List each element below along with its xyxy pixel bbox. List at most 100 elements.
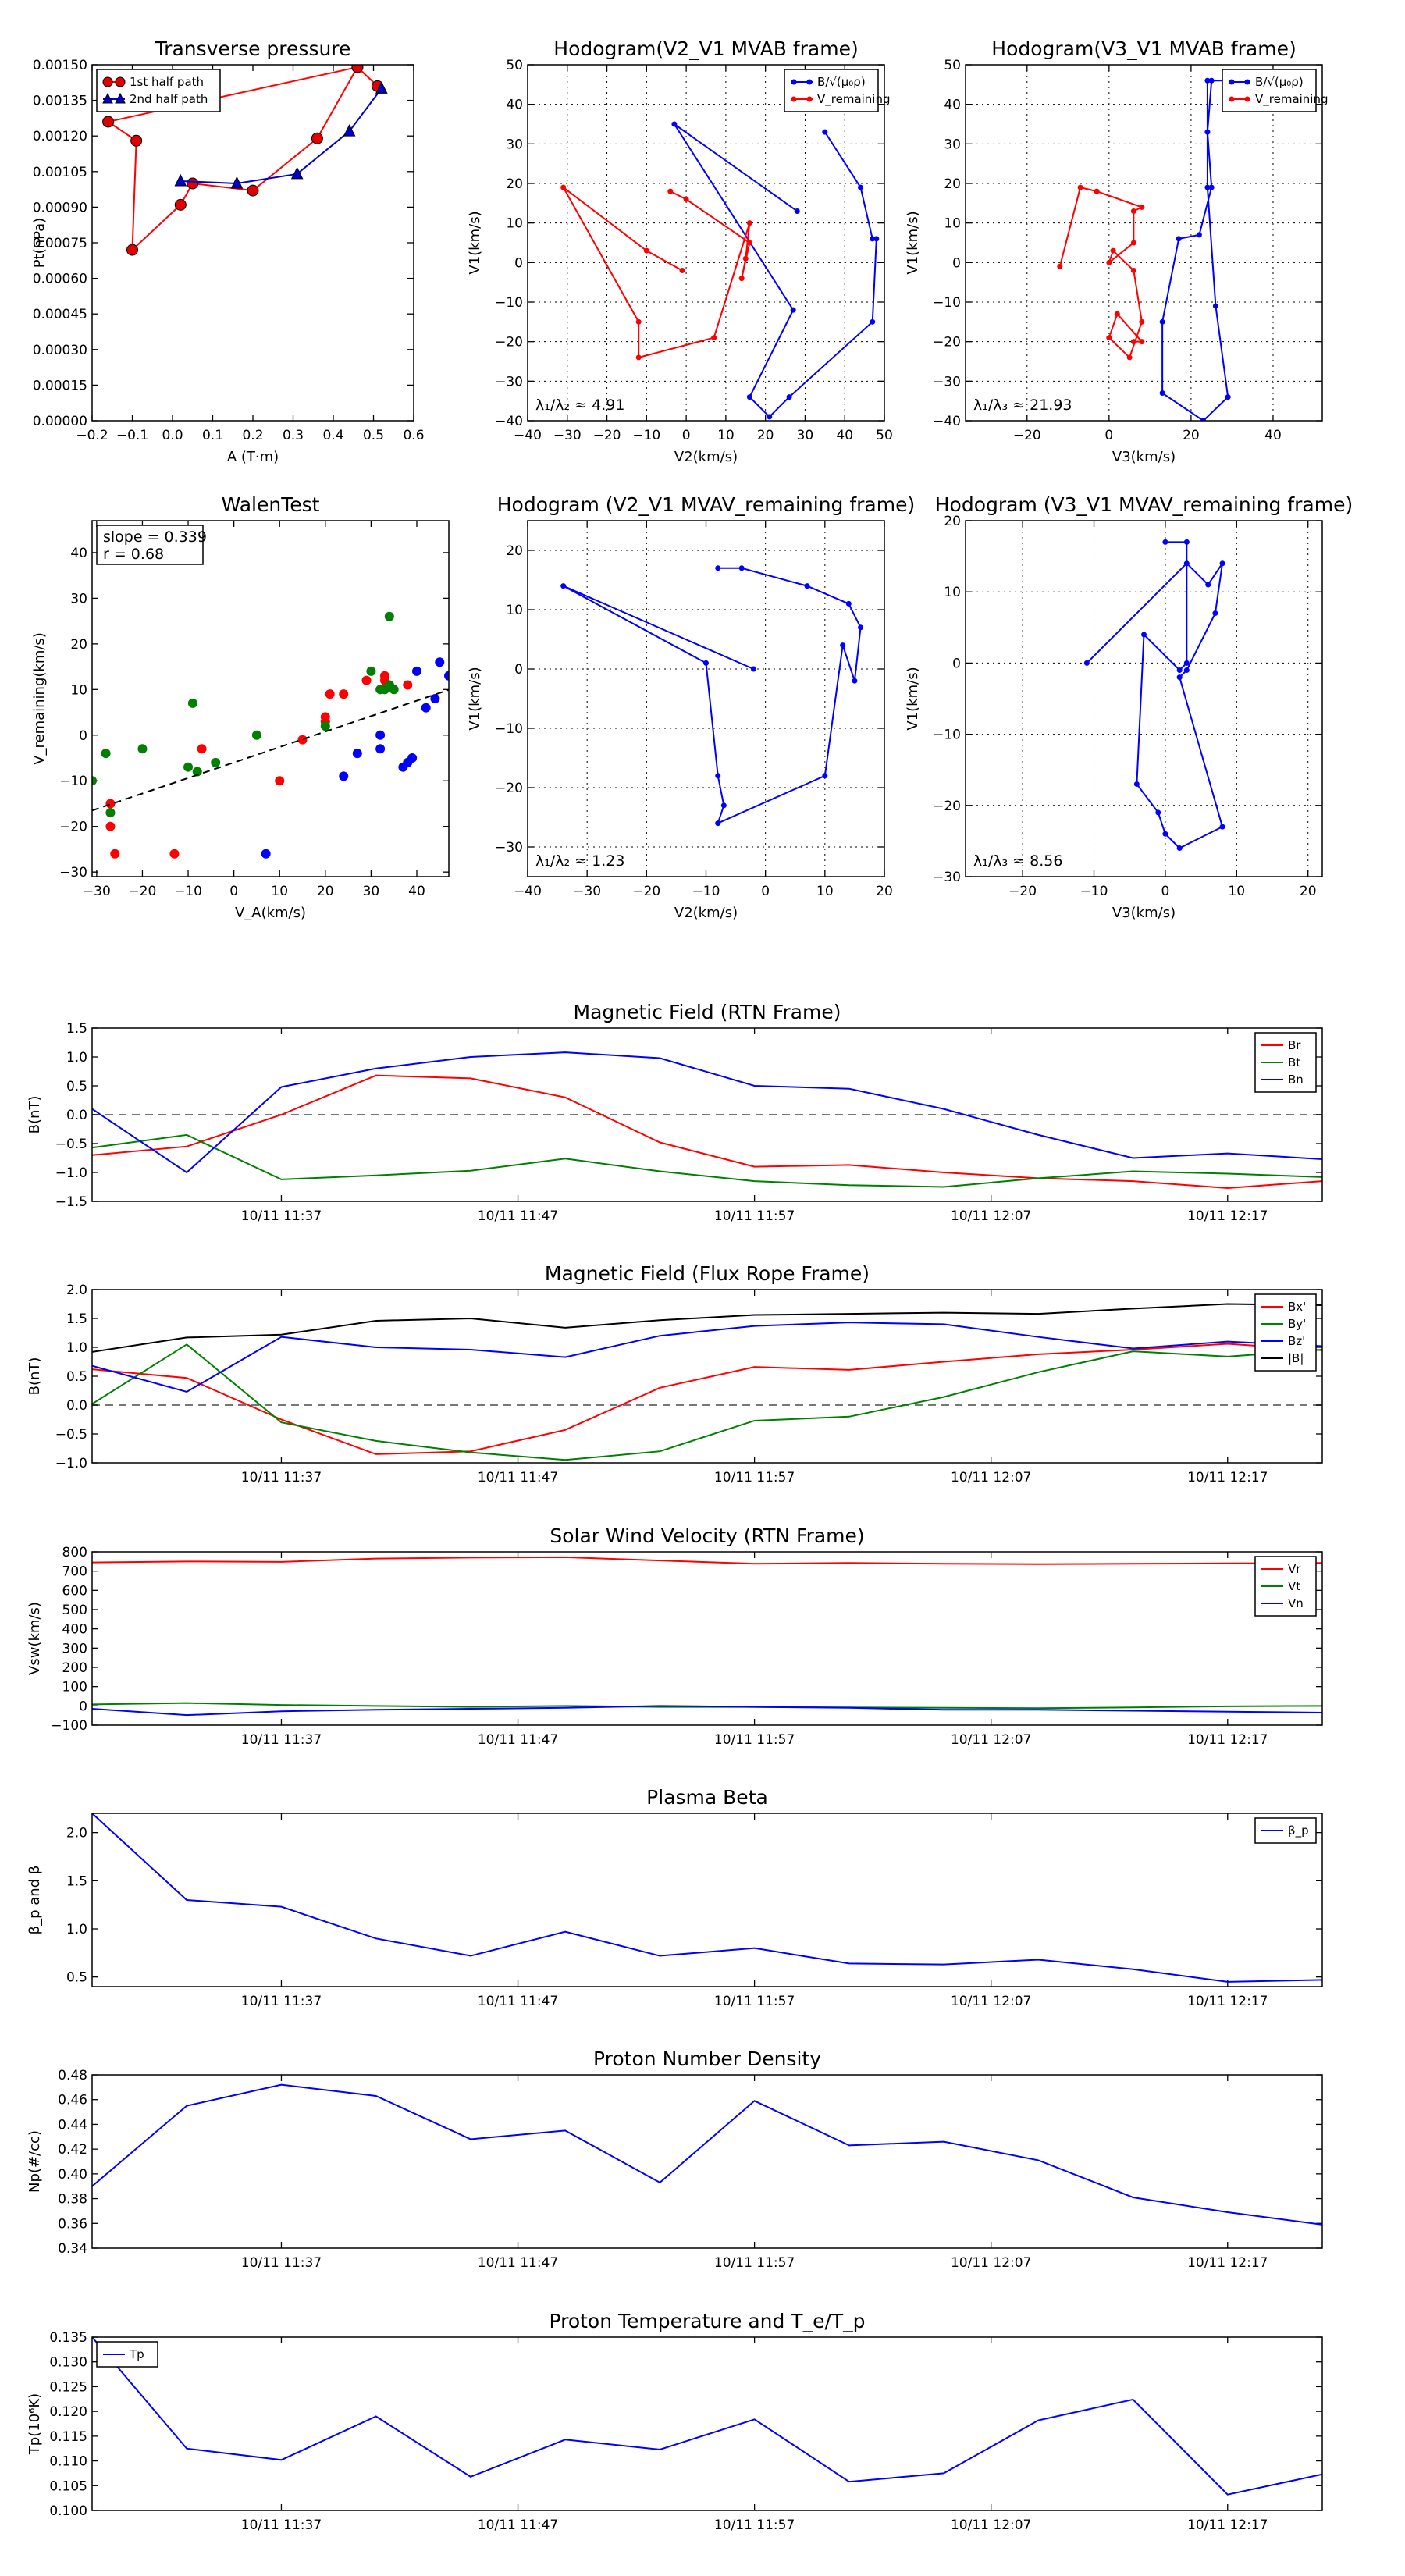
x-tick-label: 10/11 12:17 <box>1187 1732 1268 1748</box>
fit-stats-text: r = 0.68 <box>103 546 164 563</box>
eigenvalue-ratio: λ₁/λ₂ ≈ 4.91 <box>535 397 624 414</box>
y-tick-label: 0.00015 <box>33 378 87 393</box>
data-point <box>794 208 800 214</box>
data-point <box>1106 335 1112 341</box>
y-tick-label: 0.34 <box>58 2241 87 2257</box>
scatter-point <box>403 680 413 690</box>
y-tick-label: 400 <box>62 1622 87 1638</box>
legend-label: Vn <box>1288 1596 1304 1610</box>
legend-label: V_remaining <box>817 92 891 107</box>
legend-label: |B| <box>1288 1351 1304 1365</box>
y-tick-label: 0.135 <box>49 2330 87 2346</box>
y-tick-label: 800 <box>62 1545 87 1560</box>
x-axis-label: V2(km/s) <box>674 449 738 465</box>
x-axis-label: A (T·m) <box>227 449 279 465</box>
series-line-0 <box>92 2337 1322 2496</box>
scatter-point <box>192 767 202 777</box>
data-point <box>1083 660 1090 666</box>
chart-title: Plasma Beta <box>646 1786 768 1809</box>
y-tick-label: −10 <box>495 295 523 311</box>
y-tick-label: −30 <box>59 865 87 881</box>
chart-hv2: Hodogram(V2_V1 MVAB frame) −40 −30 −20 −10 0 1… <box>467 37 893 465</box>
y-tick-label: −30 <box>933 870 961 885</box>
x-tick-label: 10 <box>1228 884 1245 899</box>
y-tick-label: 300 <box>62 1641 87 1656</box>
axes-frame <box>91 520 450 877</box>
axes-frame <box>91 2074 1323 2249</box>
x-tick-label: 10/11 11:47 <box>478 2517 558 2533</box>
axes-frame <box>91 2336 1323 2511</box>
x-tick-label: 10/11 11:37 <box>241 1994 322 2009</box>
data-point <box>746 220 752 226</box>
series-line-0 <box>563 567 862 825</box>
y-tick-label: 1.5 <box>66 1311 87 1327</box>
series-line-0 <box>674 123 877 418</box>
y-tick-label: −0.5 <box>55 1137 87 1152</box>
x-tick-label: 20 <box>876 884 893 899</box>
x-tick-label: 0 <box>229 884 238 899</box>
x-tick-label: 0 <box>761 884 770 899</box>
scatter-point <box>435 657 445 667</box>
y-tick-label: −100 <box>51 1718 87 1734</box>
y-tick-label: 0.0 <box>66 1398 87 1414</box>
x-tick-label: −10 <box>632 428 660 443</box>
x-tick-label: 10/11 11:57 <box>714 1208 795 1224</box>
axes-frame <box>91 1813 1323 1987</box>
x-tick-label: 10/11 12:07 <box>951 1994 1031 2009</box>
chart-walen: WalenTest −30 −20 −10 0 10 20 30 40 −30 −20 −10 0 10 2… <box>31 493 450 921</box>
data-point <box>1204 77 1211 84</box>
x-tick-label: −20 <box>593 428 621 443</box>
data-point <box>804 583 810 589</box>
x-tick-label: 0.0 <box>162 428 183 443</box>
x-tick-label: 10 <box>271 884 288 899</box>
axes-frame <box>91 64 414 422</box>
y-tick-label: 0.00060 <box>33 272 87 287</box>
x-tick-label: 10/11 12:17 <box>1187 1994 1268 2009</box>
chart-mfrtn: Magnetic Field (RTN Frame) 10/11 11:37 10/… <box>27 1001 1323 1224</box>
y-tick-label: 0.00075 <box>33 236 87 251</box>
y-tick-label: 0.105 <box>49 2478 87 2494</box>
data-point <box>1219 824 1225 830</box>
scatter-point <box>101 749 111 759</box>
y-tick-label: 50 <box>944 58 961 73</box>
data-point <box>635 354 642 361</box>
data-point <box>1162 831 1168 837</box>
x-tick-label: 10/11 11:57 <box>714 1732 795 1748</box>
x-tick-label: −30 <box>553 428 582 443</box>
data-point <box>703 660 709 666</box>
series-line-0 <box>106 66 379 252</box>
y-tick-label: 200 <box>62 1660 87 1676</box>
data-point <box>1130 339 1136 345</box>
y-tick-label: 50 <box>506 58 523 73</box>
x-tick-label: 10/11 12:17 <box>1187 1470 1268 1485</box>
chart-title: Proton Temperature and T_e/T_p <box>549 2310 865 2332</box>
series-line-0 <box>92 1074 1322 1189</box>
data-point <box>1141 632 1147 638</box>
data-point <box>351 65 364 73</box>
series-line-0 <box>92 1813 1322 1983</box>
x-tick-label: 0.5 <box>363 428 384 443</box>
data-point <box>1176 236 1182 242</box>
x-axis-label: V3(km/s) <box>1112 905 1176 921</box>
plot-area <box>92 611 449 859</box>
data-point <box>174 173 187 187</box>
eigenvalue-ratio: λ₁/λ₂ ≈ 1.23 <box>535 852 624 870</box>
y-axis-label: Tp(10⁶K) <box>27 2393 43 2455</box>
y-tick-label: 0 <box>79 1699 87 1714</box>
data-point <box>643 247 649 254</box>
y-tick-label: −40 <box>495 414 523 429</box>
y-axis-label: V_remaining(km/s) <box>31 632 48 765</box>
data-point <box>1133 781 1140 787</box>
chart-title: Transverse pressure <box>155 37 351 60</box>
data-point <box>1139 204 1145 210</box>
legend-box <box>1254 1293 1317 1372</box>
y-axis-label: V1(km/s) <box>467 667 483 730</box>
y-tick-label: −1.0 <box>55 1456 87 1471</box>
data-point <box>1205 582 1211 588</box>
y-tick-label: 1.0 <box>66 1340 87 1356</box>
y-tick-label: 20 <box>506 176 523 192</box>
eigenvalue-ratio: λ₁/λ₃ ≈ 8.56 <box>973 852 1062 870</box>
scatter-point <box>421 703 431 713</box>
data-point <box>1106 259 1112 265</box>
